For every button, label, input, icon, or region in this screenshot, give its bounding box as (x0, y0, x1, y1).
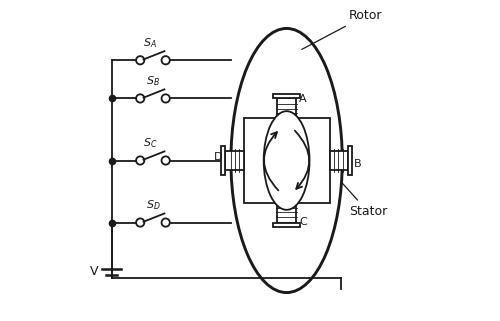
Circle shape (136, 94, 144, 103)
Circle shape (136, 218, 144, 227)
Circle shape (162, 218, 170, 227)
Bar (225, 151, 244, 170)
Bar (278, 204, 296, 222)
Text: $S_D$: $S_D$ (146, 199, 160, 213)
Text: C: C (300, 217, 307, 227)
Circle shape (136, 156, 144, 165)
Ellipse shape (231, 29, 342, 292)
Text: Rotor: Rotor (302, 9, 382, 49)
Bar (221, 146, 225, 175)
Ellipse shape (264, 111, 310, 210)
Bar (278, 99, 296, 117)
Text: B: B (354, 159, 361, 169)
Circle shape (162, 56, 170, 65)
Text: V: V (90, 265, 98, 278)
Text: $S_B$: $S_B$ (146, 74, 160, 88)
Text: D: D (214, 152, 222, 162)
Bar (348, 146, 352, 175)
Circle shape (162, 94, 170, 103)
Text: A: A (300, 94, 307, 104)
Circle shape (162, 156, 170, 165)
Bar (273, 222, 300, 227)
Bar (244, 117, 330, 204)
Text: $S_C$: $S_C$ (142, 136, 157, 150)
Text: Stator: Stator (341, 182, 387, 218)
Text: $S_A$: $S_A$ (143, 36, 156, 50)
Bar (330, 151, 348, 170)
Circle shape (136, 56, 144, 65)
Bar (273, 94, 300, 99)
